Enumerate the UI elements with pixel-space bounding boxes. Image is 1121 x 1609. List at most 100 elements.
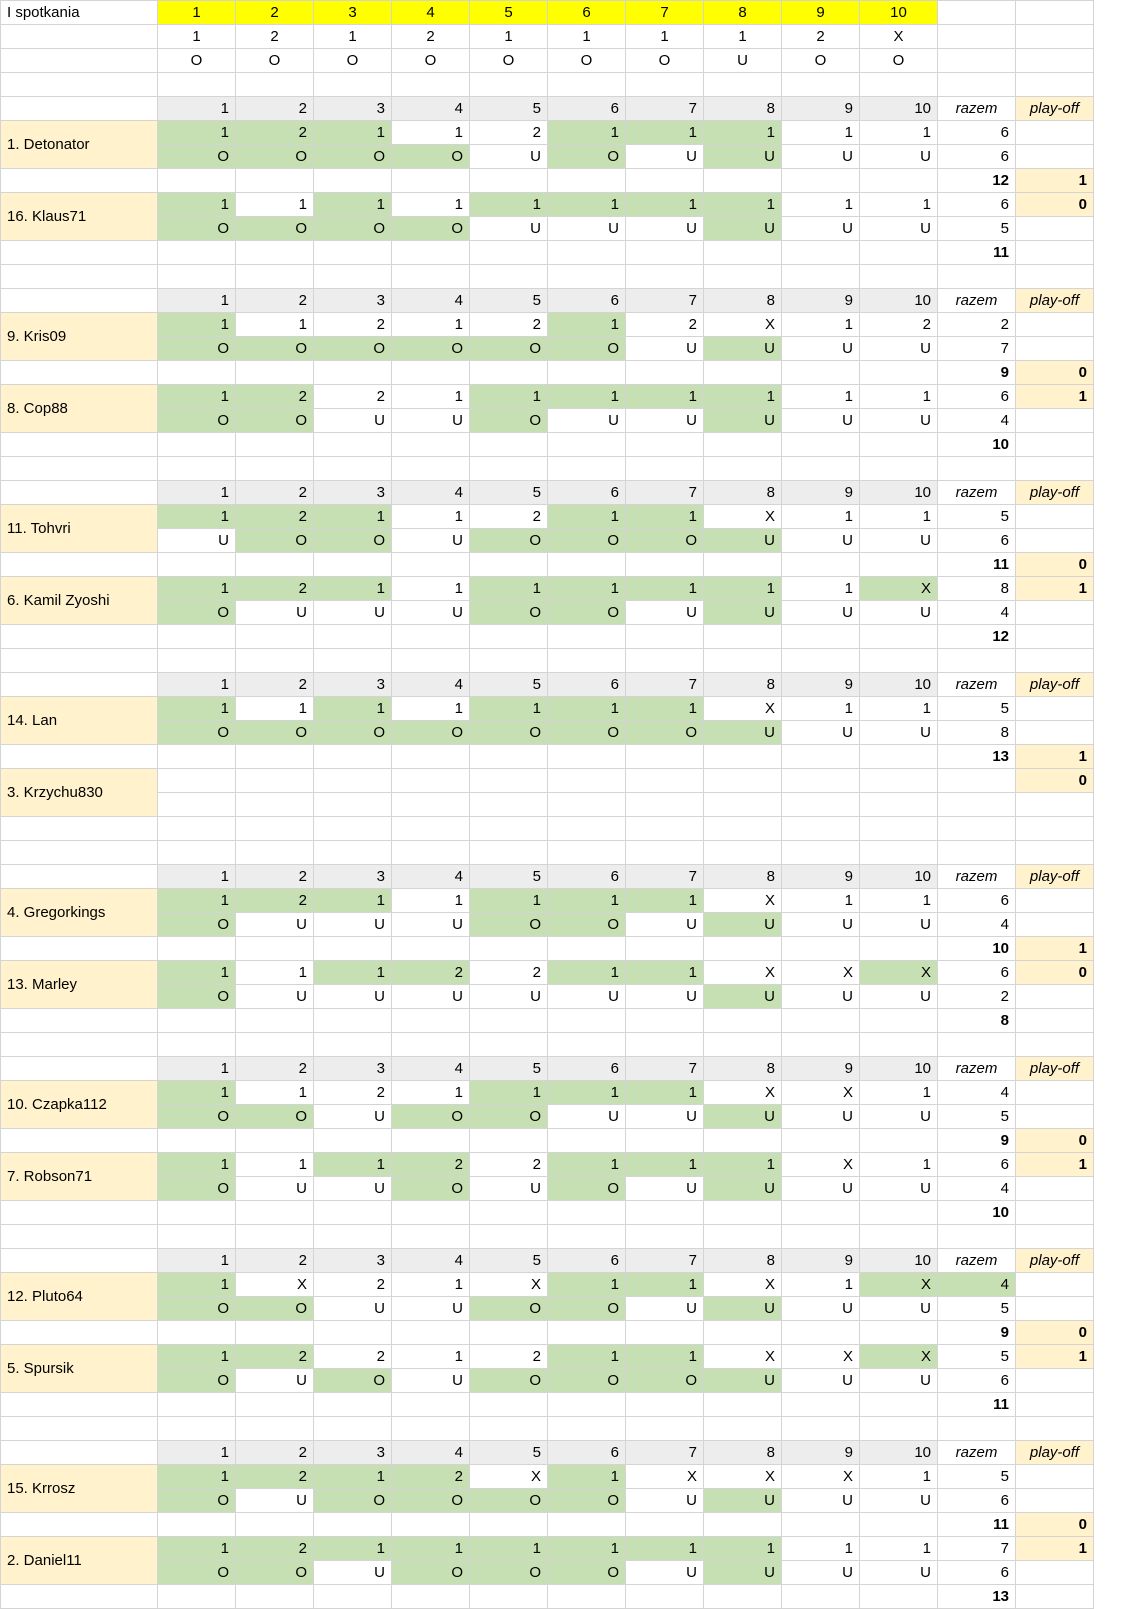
ou-cell[interactable]: O <box>547 1176 626 1201</box>
pick-cell[interactable] <box>391 768 470 793</box>
razem-header[interactable]: razem <box>937 288 1016 313</box>
pick-cell[interactable]: X <box>703 888 782 913</box>
empty-cell[interactable] <box>469 552 548 577</box>
empty-cell[interactable] <box>313 624 392 649</box>
empty-cell[interactable] <box>313 648 392 673</box>
player-name[interactable]: 10. Czapka112 <box>0 1080 158 1129</box>
empty-cell[interactable] <box>1015 1368 1094 1393</box>
match-column-number[interactable]: 5 <box>469 480 548 505</box>
ou-cell[interactable]: U <box>391 984 470 1009</box>
pick-cell[interactable]: 1 <box>781 120 860 145</box>
empty-cell[interactable] <box>1015 408 1094 433</box>
ou-cell[interactable]: O <box>157 144 236 169</box>
empty-cell[interactable] <box>1015 48 1094 73</box>
pick-cell[interactable]: 1 <box>625 696 704 721</box>
result-cell[interactable]: O <box>547 48 626 73</box>
ou-cell[interactable]: O <box>235 408 314 433</box>
empty-cell[interactable] <box>157 624 236 649</box>
match-column-number[interactable]: 2 <box>235 1056 314 1081</box>
empty-cell[interactable] <box>0 1032 158 1057</box>
empty-cell[interactable] <box>1015 600 1094 625</box>
match-column-number[interactable]: 2 <box>235 1440 314 1465</box>
pick-cell[interactable]: 1 <box>235 312 314 337</box>
empty-cell[interactable] <box>157 168 236 193</box>
empty-cell[interactable] <box>547 72 626 97</box>
empty-cell[interactable] <box>1015 1488 1094 1513</box>
match-column-number[interactable]: 7 <box>625 1248 704 1273</box>
result-cell[interactable]: 1 <box>313 24 392 49</box>
ou-cell[interactable]: U <box>235 1488 314 1513</box>
empty-cell[interactable] <box>469 360 548 385</box>
empty-cell[interactable] <box>625 1200 704 1225</box>
razem-header[interactable]: razem <box>937 864 1016 889</box>
empty-cell[interactable] <box>937 0 1016 25</box>
pick-cell[interactable]: 1 <box>703 192 782 217</box>
match-column-number[interactable]: 3 <box>313 96 392 121</box>
ou-cell[interactable]: U <box>469 1176 548 1201</box>
empty-cell[interactable] <box>625 1224 704 1249</box>
player-name[interactable]: 15. Krrosz <box>0 1464 158 1513</box>
pick-cell[interactable]: 1 <box>313 888 392 913</box>
pick-cell[interactable]: 1 <box>859 192 938 217</box>
pick-cell[interactable]: 1 <box>703 1536 782 1561</box>
total-cell[interactable]: 11 <box>937 240 1016 265</box>
ou-cell[interactable]: U <box>703 336 782 361</box>
empty-cell[interactable] <box>157 552 236 577</box>
ou-cell[interactable]: O <box>313 144 392 169</box>
empty-cell[interactable] <box>0 744 158 769</box>
empty-cell[interactable] <box>781 1320 860 1345</box>
score-cell[interactable]: 4 <box>937 912 1016 937</box>
player-name[interactable]: 14. Lan <box>0 696 158 745</box>
match-column-number[interactable]: 7 <box>625 864 704 889</box>
header-number-cell[interactable]: 2 <box>235 0 314 25</box>
empty-cell[interactable] <box>235 624 314 649</box>
ou-cell[interactable]: O <box>313 720 392 745</box>
empty-cell[interactable] <box>625 1008 704 1033</box>
pick-cell[interactable]: 1 <box>235 696 314 721</box>
pick-cell[interactable]: 2 <box>625 312 704 337</box>
ou-cell[interactable]: U <box>391 1368 470 1393</box>
pick-cell[interactable]: 1 <box>391 696 470 721</box>
empty-cell[interactable] <box>703 1128 782 1153</box>
pick-cell[interactable]: 1 <box>157 576 236 601</box>
match-column-number[interactable]: 4 <box>391 1440 470 1465</box>
score-cell[interactable]: 5 <box>937 1344 1016 1369</box>
score-cell[interactable] <box>937 792 1016 817</box>
pick-cell[interactable]: 1 <box>391 1080 470 1105</box>
match-column-number[interactable]: 5 <box>469 96 548 121</box>
ou-cell[interactable]: U <box>625 1176 704 1201</box>
empty-cell[interactable] <box>781 552 860 577</box>
pick-cell[interactable]: 1 <box>625 120 704 145</box>
pick-cell[interactable]: 1 <box>625 960 704 985</box>
empty-cell[interactable] <box>1015 816 1094 841</box>
match-column-number[interactable]: 5 <box>469 864 548 889</box>
score-cell[interactable]: 4 <box>937 1080 1016 1105</box>
empty-cell[interactable] <box>703 1200 782 1225</box>
ou-cell[interactable]: U <box>313 984 392 1009</box>
ou-cell[interactable]: U <box>313 1296 392 1321</box>
empty-cell[interactable] <box>703 648 782 673</box>
match-column-number[interactable]: 7 <box>625 480 704 505</box>
empty-cell[interactable] <box>157 840 236 865</box>
ou-cell[interactable]: O <box>157 1368 236 1393</box>
empty-cell[interactable] <box>391 552 470 577</box>
empty-cell[interactable] <box>313 1320 392 1345</box>
empty-cell[interactable] <box>859 360 938 385</box>
pick-cell[interactable]: 1 <box>157 960 236 985</box>
pick-cell[interactable]: 1 <box>391 576 470 601</box>
empty-cell[interactable] <box>313 240 392 265</box>
pick-cell[interactable]: 1 <box>235 1152 314 1177</box>
empty-cell[interactable] <box>547 1200 626 1225</box>
empty-cell[interactable] <box>391 1392 470 1417</box>
empty-cell[interactable] <box>157 1008 236 1033</box>
pick-cell[interactable] <box>625 768 704 793</box>
empty-cell[interactable] <box>781 1224 860 1249</box>
empty-cell[interactable] <box>1015 240 1094 265</box>
match-column-number[interactable]: 8 <box>703 864 782 889</box>
empty-cell[interactable] <box>391 264 470 289</box>
ou-cell[interactable]: U <box>235 1368 314 1393</box>
empty-cell[interactable] <box>469 1320 548 1345</box>
empty-cell[interactable] <box>313 1032 392 1057</box>
ou-cell[interactable]: U <box>703 1176 782 1201</box>
score-cell[interactable]: 6 <box>937 144 1016 169</box>
